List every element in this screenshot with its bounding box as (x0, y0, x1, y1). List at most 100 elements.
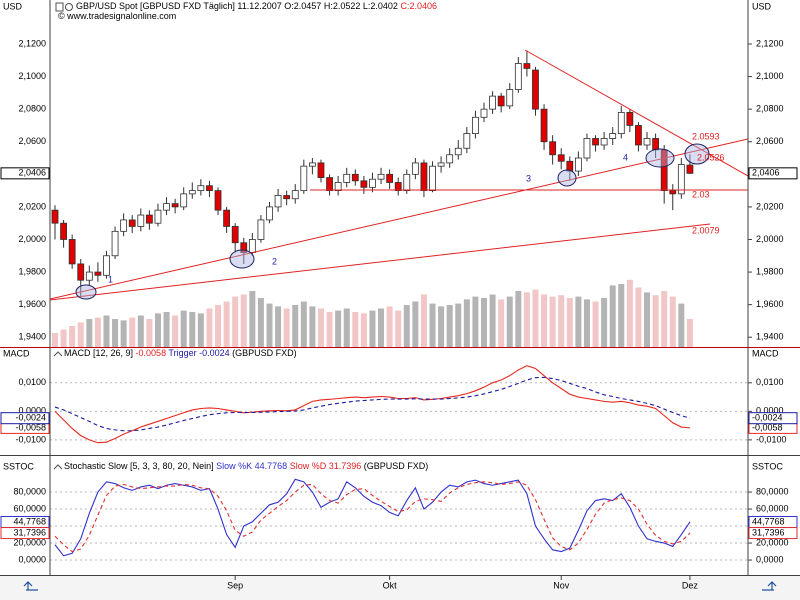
level-label: 2.03 (692, 189, 710, 199)
macd-header: MACD MACD MACD [12, 26, 9] -0.0058 Trigg… (3, 348, 779, 358)
candle-body (257, 219, 265, 240)
volume-bar (669, 296, 676, 347)
volume-bar (395, 310, 402, 347)
volume-bar (558, 295, 565, 347)
y-tick-label: 2,0200 (756, 201, 784, 211)
y-tick-label: 1,9400 (18, 332, 46, 342)
wave-label: 4 (623, 152, 628, 162)
candle-body (223, 209, 231, 227)
volume-bar (575, 296, 582, 347)
volume-bar (69, 326, 76, 347)
legend-value: -0.0058 (136, 348, 167, 358)
candle-body (214, 190, 222, 211)
lines (54, 478, 691, 557)
trend-line (50, 223, 711, 301)
candle-body (351, 173, 359, 182)
candle-body (617, 112, 625, 134)
volume-bar (120, 320, 127, 347)
quote: H:2.0522 (324, 1, 361, 11)
volume-bar (129, 317, 136, 347)
candle-body (420, 162, 428, 192)
candle-body (429, 165, 436, 192)
candle-body (145, 214, 153, 224)
volume-bar (429, 303, 436, 347)
volume-bar (292, 305, 299, 347)
chart-title: MACD [12, 26, 9] -0.0058 Trigger -0.0024… (64, 348, 297, 358)
y-tick-label: 80,0000 (756, 486, 789, 496)
volume-bar (52, 333, 58, 347)
level-label: 2.0079 (692, 225, 720, 235)
axis-marker (748, 167, 798, 180)
scroll-button[interactable] (23, 581, 38, 591)
stoch-header: SSTOC SSTOC Stochastic Slow [5, 3, 3, 80… (3, 461, 783, 471)
candle-body (154, 209, 162, 224)
source-url: www.tradesignalonline.com (66, 11, 176, 21)
axis-marker (0, 167, 50, 180)
wave-label: 2 (272, 256, 277, 266)
volume-bar (326, 312, 333, 347)
quote: O:2.0457 (284, 1, 321, 11)
annotations: 2.0593 2.0526 2.03 2.0079 1 2 3 4 (50, 49, 748, 301)
volume-bar (601, 298, 608, 347)
candle-body (643, 138, 651, 146)
volume-bar (644, 292, 651, 347)
candle-body (514, 63, 522, 91)
candle-body (369, 178, 376, 188)
candle-body (51, 209, 59, 224)
volume-bar (583, 299, 590, 347)
y-tick-label: -0,0100 (756, 434, 787, 444)
panel-label: USD (752, 1, 772, 11)
volume-bar (523, 292, 530, 347)
marker-oval (684, 143, 710, 165)
title: Stochastic Slow [5, 3, 3, 80, 20, Nein] (64, 461, 214, 471)
legend-entry: Slow %D (290, 461, 327, 471)
candle-body (557, 154, 565, 162)
candle-body (532, 69, 539, 110)
candle-body (549, 141, 557, 156)
candle-body (163, 203, 170, 211)
quote: L:2.0402 (363, 1, 398, 11)
volume-bar (369, 310, 376, 347)
volume-bar (94, 317, 101, 347)
candle-body (489, 95, 496, 110)
candle-body (326, 177, 333, 192)
candle-body (360, 180, 368, 188)
volume-bar (506, 296, 513, 347)
candle-body (103, 255, 110, 276)
candle-body (206, 185, 213, 192)
candle-body (386, 173, 394, 183)
y-tick-label: 20,0000 (13, 537, 46, 547)
y-tick-label: 2,1200 (756, 38, 784, 48)
candle-body (626, 112, 634, 126)
panel-label: SSTOC (752, 461, 783, 471)
time-axis-band (0, 575, 800, 600)
candle-body (180, 193, 188, 208)
candle-body (540, 108, 548, 143)
volume-bar (455, 303, 462, 347)
copyright: © (58, 11, 65, 21)
volume-bar (172, 315, 179, 347)
volume-bar (481, 298, 487, 347)
candle-body (68, 239, 76, 265)
y-tick-label: 1,9400 (756, 332, 784, 342)
volume-bar (146, 319, 153, 347)
candle-body (248, 239, 256, 253)
candle-body (523, 63, 531, 69)
y-tick-label: 2,0600 (756, 136, 784, 146)
chart-title: GBP/USD Spot [GBPUSD FXD Täglich] 11.12.… (76, 1, 437, 11)
candle-body (592, 138, 599, 146)
candle-body (446, 154, 454, 164)
axis-marker-label: -0,0058 (15, 422, 46, 432)
candle-body (377, 173, 385, 180)
wave-label: 1 (108, 274, 113, 284)
candles (51, 50, 694, 347)
scroll-button[interactable] (762, 581, 777, 591)
series-line (54, 478, 691, 557)
volume-bar (515, 291, 522, 347)
candle-body (600, 138, 608, 146)
volume-bar (412, 301, 419, 347)
axis-marker-label: 44,7768 (752, 516, 785, 526)
volume-bar (635, 287, 642, 347)
volume-bar (592, 301, 599, 347)
volume-bar (686, 319, 693, 347)
